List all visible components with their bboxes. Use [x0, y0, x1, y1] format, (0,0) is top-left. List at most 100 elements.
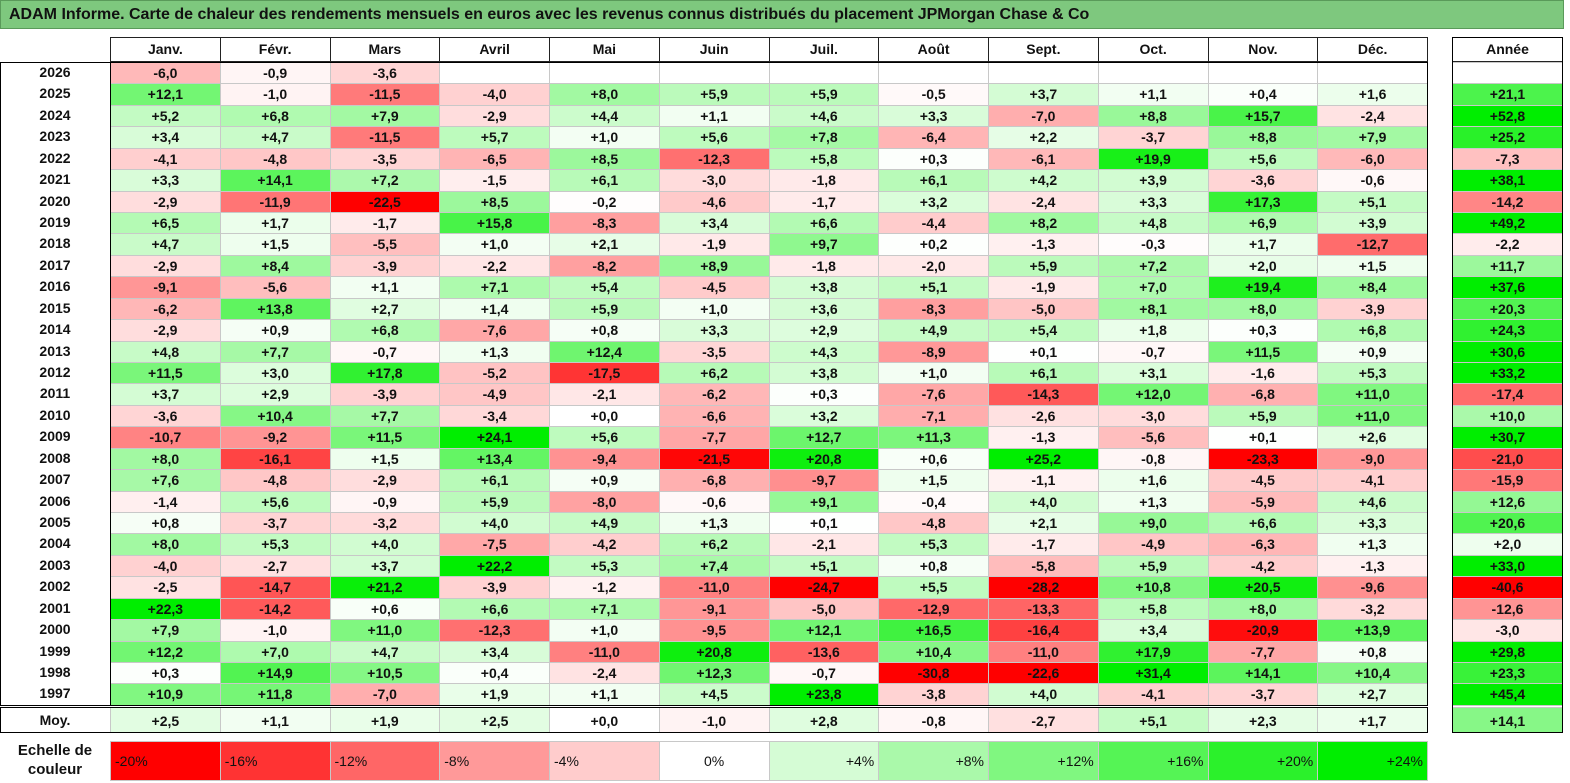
cell-2025-3: -11,5 [329, 83, 441, 106]
cell-2009-1: -10,7 [110, 426, 221, 449]
cell-1999-3: +4,7 [329, 640, 441, 664]
cell-2019-9: +8,2 [988, 212, 1099, 235]
cell-1999-5: -11,0 [549, 640, 660, 664]
scale-swatch-4: -8% [439, 741, 550, 781]
cell-2015-9: -5,0 [988, 297, 1099, 321]
cell-2020-12: +5,1 [1317, 190, 1428, 213]
cell-2024-10: +8,8 [1097, 104, 1209, 128]
cell-2018-5: +2,1 [549, 233, 660, 256]
cell-2021-6: -3,0 [658, 169, 770, 192]
cell-2022-6: -12,3 [658, 147, 770, 171]
cell-2013-4: +1,3 [439, 340, 550, 363]
cell-2025-8: -0,5 [878, 83, 989, 106]
cell-2002-12: -9,6 [1317, 576, 1428, 599]
cell-2025-9: +3,7 [988, 83, 1099, 106]
cell-2016-11: +19,4 [1207, 276, 1319, 299]
cell-2010-9: -2,6 [988, 404, 1099, 428]
annual-cell-2026 [1452, 62, 1563, 85]
cell-2009-4: +24,1 [439, 426, 550, 449]
cell-2014-9: +5,4 [988, 319, 1099, 342]
cell-1997-10: -4,1 [1097, 683, 1209, 706]
cell-2017-11: +2,0 [1207, 254, 1319, 278]
cell-2004-9: -1,7 [988, 533, 1099, 556]
cell-2012-1: +11,5 [110, 362, 221, 385]
cell-2015-11: +8,0 [1207, 297, 1319, 321]
cell-2004-4: -7,5 [439, 533, 550, 556]
cell-2022-1: -4,1 [110, 147, 221, 171]
cell-2022-4: -6,5 [439, 147, 550, 171]
cell-2020-1: -2,9 [110, 190, 221, 213]
cell-2025-10: +1,1 [1097, 83, 1209, 106]
scale-swatch-2: -16% [219, 741, 331, 781]
cell-2021-7: -1,8 [768, 169, 880, 192]
annual-cell-2010: +10,0 [1452, 404, 1563, 428]
scale-swatch-9: +12% [988, 741, 1099, 781]
cell-2011-12: +11,0 [1317, 383, 1428, 406]
average-cell-5: +0,0 [549, 706, 660, 733]
cell-2010-11: +5,9 [1207, 404, 1319, 428]
cell-2004-2: +5,3 [219, 533, 331, 556]
year-label-2025: 2025 [39, 85, 71, 102]
cell-2014-8: +4,9 [878, 319, 989, 342]
cell-2011-8: -7,6 [878, 383, 989, 406]
cell-2011-3: -3,9 [329, 383, 441, 406]
cell-2003-5: +5,3 [549, 554, 660, 578]
annual-cell-2003: +33,0 [1452, 554, 1563, 578]
scale-swatch-3: -12% [329, 741, 441, 781]
year-label-2014: 2014 [39, 321, 71, 338]
cell-2021-4: -1,5 [439, 169, 550, 192]
cell-2022-3: -3,5 [329, 147, 441, 171]
cell-2016-9: -1,9 [988, 276, 1099, 299]
cell-2015-5: +5,9 [549, 297, 660, 321]
cell-1997-12: +2,7 [1317, 683, 1428, 706]
cell-2004-10: -4,9 [1097, 533, 1209, 556]
cell-2002-9: -28,2 [988, 576, 1099, 599]
cell-2019-12: +3,9 [1317, 212, 1428, 235]
scale-swatch-11: +20% [1207, 741, 1319, 781]
cell-2012-7: +3,8 [768, 362, 880, 385]
cell-2015-1: -6,2 [110, 297, 221, 321]
cell-2006-8: -0,4 [878, 490, 989, 514]
year-label-2002: 2002 [39, 578, 71, 595]
cell-2017-1: -2,9 [110, 254, 221, 278]
cell-2008-5: -9,4 [549, 447, 660, 471]
cell-2017-10: +7,2 [1097, 254, 1209, 278]
cell-2020-8: +3,2 [878, 190, 989, 213]
cell-2024-3: +7,9 [329, 104, 441, 128]
cell-2008-1: +8,0 [110, 447, 221, 471]
cell-2019-4: +15,8 [439, 212, 550, 235]
cell-2000-11: -20,9 [1207, 619, 1319, 642]
cell-2007-6: -6,8 [658, 469, 770, 492]
cell-2008-4: +13,4 [439, 447, 550, 471]
cell-2023-8: -6,4 [878, 126, 989, 149]
month-header-7: Juil. [768, 37, 880, 62]
cell-2020-3: -22,5 [329, 190, 441, 213]
cell-2012-11: -1,6 [1207, 362, 1319, 385]
month-header-4: Avril [439, 37, 550, 62]
cell-1999-4: +3,4 [439, 640, 550, 664]
cell-2003-3: +3,7 [329, 554, 441, 578]
cell-2017-9: +5,9 [988, 254, 1099, 278]
cell-2013-9: +0,1 [988, 340, 1099, 363]
year-label-2021: 2021 [39, 171, 71, 188]
cell-2011-1: +3,7 [110, 383, 221, 406]
cell-2024-9: -7,0 [988, 104, 1099, 128]
annual-cell-2009: +30,7 [1452, 426, 1563, 449]
cell-2006-1: -1,4 [110, 490, 221, 514]
cell-1998-4: +0,4 [439, 662, 550, 685]
cell-2003-7: +5,1 [768, 554, 880, 578]
annual-cell-2007: -15,9 [1452, 469, 1563, 492]
annual-cell-2019: +49,2 [1452, 212, 1563, 235]
cell-2007-5: +0,9 [549, 469, 660, 492]
cell-2001-3: +0,6 [329, 597, 441, 621]
cell-2005-2: -3,7 [219, 512, 331, 535]
cell-2024-2: +6,8 [219, 104, 331, 128]
cell-2010-12: +11,0 [1317, 404, 1428, 428]
year-label-2004: 2004 [39, 535, 71, 552]
cell-2010-7: +3,2 [768, 404, 880, 428]
cell-2026-10 [1097, 62, 1209, 85]
cell-2012-2: +3,0 [219, 362, 331, 385]
cell-2008-12: -9,0 [1317, 447, 1428, 471]
cell-2003-1: -4,0 [110, 554, 221, 578]
cell-2013-8: -8,9 [878, 340, 989, 363]
